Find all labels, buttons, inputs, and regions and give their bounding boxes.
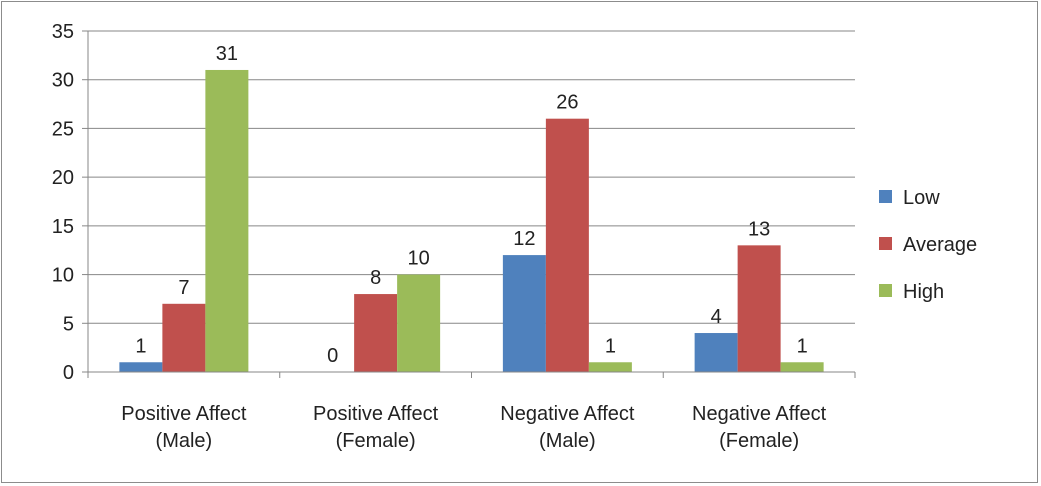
legend-swatch-low <box>879 190 892 203</box>
bar-high <box>588 362 632 372</box>
y-tick-label: 35 <box>52 21 74 43</box>
legend-label: High <box>903 281 944 303</box>
data-label: 10 <box>408 248 430 270</box>
y-tick-label: 20 <box>52 167 74 189</box>
data-label: 0 <box>327 345 338 367</box>
x-category-label: Positive Affect <box>313 403 439 425</box>
data-label: 1 <box>605 335 616 357</box>
y-tick-label: 0 <box>63 362 74 384</box>
data-label: 31 <box>216 43 238 65</box>
legend-label: Average <box>903 234 977 256</box>
legend-swatch-high <box>879 284 892 297</box>
legend-swatch-average <box>879 237 892 250</box>
data-label: 1 <box>135 335 146 357</box>
data-label: 7 <box>178 277 189 299</box>
data-label: 8 <box>370 267 381 289</box>
data-label: 13 <box>748 218 770 240</box>
data-label: 26 <box>556 92 578 114</box>
y-tick-label: 15 <box>52 216 74 238</box>
data-label: 1 <box>797 335 808 357</box>
bar-average <box>737 245 781 372</box>
x-category-label: Positive Affect <box>121 403 247 425</box>
y-tick-label: 25 <box>52 118 74 140</box>
bar-average <box>162 303 206 372</box>
bar-low <box>119 362 163 372</box>
data-label: 4 <box>711 306 722 328</box>
bar-average <box>354 294 398 372</box>
x-category-label: Negative Affect <box>500 403 635 425</box>
x-category-label: (Male) <box>156 430 213 452</box>
bar-average <box>545 118 589 372</box>
y-tick-label: 10 <box>52 265 74 287</box>
bar-high <box>205 69 249 372</box>
x-category-label: (Male) <box>539 430 596 452</box>
y-tick-label: 5 <box>63 313 74 335</box>
bar-high <box>397 274 441 372</box>
data-label: 12 <box>513 228 535 250</box>
bar-low <box>694 333 738 372</box>
x-category-label: Negative Affect <box>692 403 827 425</box>
legend-label: Low <box>903 187 940 209</box>
x-category-label: (Female) <box>336 430 416 452</box>
bar-low <box>502 255 546 372</box>
bar-high <box>780 362 824 372</box>
x-category-label: (Female) <box>719 430 799 452</box>
y-tick-label: 30 <box>52 70 74 92</box>
